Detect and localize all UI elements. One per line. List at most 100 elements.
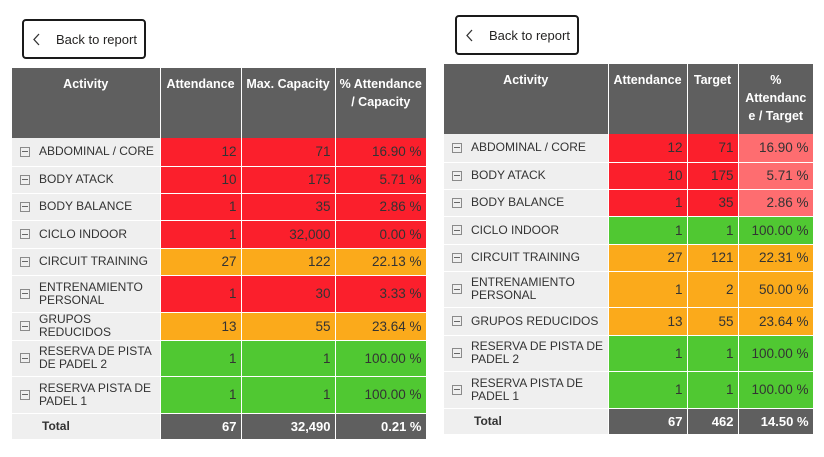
pct-cell: 100.00 % xyxy=(335,340,427,377)
chevron-left-icon xyxy=(24,33,48,46)
table-row[interactable]: BODY BALANCE 1 35 2.86 % xyxy=(444,189,814,217)
activity-label: RESERVA DE PISTA DE PADEL 2 xyxy=(39,344,152,371)
activity-label: RESERVA PISTA DE PADEL 1 xyxy=(39,380,152,408)
capacity-cell: 32,000 xyxy=(241,220,336,249)
attendance-cell: 27 xyxy=(608,244,688,272)
activity-label: ABDOMINAL / CORE xyxy=(471,140,586,155)
column-header-activity[interactable]: Activity xyxy=(444,64,609,134)
activity-label: RESERVA PISTA DE PADEL 1 xyxy=(471,375,584,403)
collapse-icon[interactable] xyxy=(452,252,462,263)
pct-cell: 5.71 % xyxy=(738,162,814,190)
collapse-icon[interactable] xyxy=(452,225,462,235)
target-cell: 121 xyxy=(687,244,739,272)
column-header-activity[interactable]: Activity xyxy=(12,68,161,138)
attendance-cell: 1 xyxy=(160,376,242,414)
table-row[interactable]: GRUPOS REDUCIDOS 13 55 23.64 % xyxy=(12,312,427,341)
activity-cell: ENTRENAMIENTO PERSONAL xyxy=(444,271,609,308)
collapse-icon[interactable] xyxy=(20,389,30,400)
collapse-icon[interactable] xyxy=(20,201,30,212)
table-row[interactable]: RESERVA DE PISTA DE PADEL 2 1 1 100.00 % xyxy=(12,340,427,377)
collapse-icon[interactable] xyxy=(452,284,462,294)
table-row[interactable]: ENTRENAMIENTO PERSONAL 1 30 3.33 % xyxy=(12,275,427,313)
capacity-cell: 122 xyxy=(241,248,336,276)
collapse-icon[interactable] xyxy=(20,174,30,185)
column-header-max-capacity[interactable]: Max. Capacity xyxy=(241,68,336,138)
attendance-cell: 1 xyxy=(608,216,688,245)
attendance-cell: 1 xyxy=(608,271,688,308)
pct-cell: 100.00 % xyxy=(738,216,814,245)
collapse-icon[interactable] xyxy=(452,170,462,181)
attendance-cell: 12 xyxy=(160,138,242,167)
attendance-cell: 27 xyxy=(160,248,242,276)
total-attendance-cell: 67 xyxy=(608,408,688,435)
attendance-cell: 12 xyxy=(608,134,688,163)
total-row: Total 67 32,490 0.21 % xyxy=(12,413,427,440)
activity-cell: GRUPOS REDUCIDOS xyxy=(444,307,609,336)
collapse-icon[interactable] xyxy=(452,316,462,326)
column-header-pct-attendance-capacity[interactable]: % Attendance / Capacity xyxy=(335,68,426,138)
table-row[interactable]: CIRCUIT TRAINING 27 121 22.31 % xyxy=(444,244,814,272)
table-row[interactable]: ENTRENAMIENTO PERSONAL 1 2 50.00 % xyxy=(444,271,814,308)
target-cell: 1 xyxy=(687,335,739,372)
collapse-icon[interactable] xyxy=(20,353,30,363)
collapse-icon[interactable] xyxy=(20,288,30,299)
collapse-icon[interactable] xyxy=(452,197,462,208)
table-row[interactable]: CIRCUIT TRAINING 27 122 22.13 % xyxy=(12,248,427,276)
column-header-pct-attendance-target[interactable]: % Attendanc e / Target xyxy=(738,64,813,134)
target-cell: 71 xyxy=(687,134,739,163)
attendance-cell: 13 xyxy=(608,307,688,336)
activity-label: BODY BALANCE xyxy=(471,195,565,209)
pct-cell: 50.00 % xyxy=(738,271,814,308)
attendance-cell: 13 xyxy=(160,312,242,341)
pct-cell: 3.33 % xyxy=(335,275,427,313)
activity-cell: BODY BALANCE xyxy=(444,189,609,217)
table-row[interactable]: BODY BALANCE 1 35 2.86 % xyxy=(12,193,427,221)
collapse-icon[interactable] xyxy=(20,146,30,157)
activity-label: ENTRENAMIENTO PERSONAL xyxy=(471,275,575,302)
table-row[interactable]: ABDOMINAL / CORE 12 71 16.90 % xyxy=(444,134,814,163)
table-row[interactable]: ABDOMINAL / CORE 12 71 16.90 % xyxy=(12,138,427,167)
pct-cell: 100.00 % xyxy=(738,335,814,372)
pct-cell: 2.86 % xyxy=(738,189,814,217)
table-row[interactable]: BODY ATACK 10 175 5.71 % xyxy=(444,162,814,190)
activity-label: ENTRENAMIENTO PERSONAL xyxy=(39,279,143,307)
collapse-icon[interactable] xyxy=(452,348,462,358)
attendance-cell: 1 xyxy=(160,193,242,221)
back-to-report-label: Back to report xyxy=(489,27,570,43)
attendance-cell: 1 xyxy=(160,275,242,313)
table-row[interactable]: BODY ATACK 10 175 5.71 % xyxy=(12,166,427,194)
column-header-target[interactable]: Target xyxy=(687,64,739,134)
activity-cell: BODY BALANCE xyxy=(12,193,161,221)
activity-label: BODY ATACK xyxy=(39,172,114,186)
activity-cell: RESERVA PISTA DE PADEL 1 xyxy=(444,371,609,409)
back-to-report-button-left[interactable]: Back to report xyxy=(22,19,146,59)
capacity-cell: 30 xyxy=(241,275,336,313)
table-row[interactable]: CICLO INDOOR 1 32,000 0.00 % xyxy=(12,220,427,249)
collapse-icon[interactable] xyxy=(452,384,462,395)
collapse-icon[interactable] xyxy=(20,229,30,239)
target-cell: 1 xyxy=(687,371,739,409)
table-row[interactable]: RESERVA PISTA DE PADEL 1 1 1 100.00 % xyxy=(444,371,814,409)
column-header-attendance[interactable]: Attendance xyxy=(608,64,688,134)
activity-cell: GRUPOS REDUCIDOS xyxy=(12,312,161,341)
attendance-cell: 10 xyxy=(160,166,242,194)
table-row[interactable]: GRUPOS REDUCIDOS 13 55 23.64 % xyxy=(444,307,814,336)
table-row[interactable]: CICLO INDOOR 1 1 100.00 % xyxy=(444,216,814,245)
activity-label: CIRCUIT TRAINING xyxy=(471,250,580,264)
table-row[interactable]: RESERVA DE PISTA DE PADEL 2 1 1 100.00 % xyxy=(444,335,814,372)
target-cell: 175 xyxy=(687,162,739,190)
attendance-target-table: Activity Attendance Target % Attendanc e… xyxy=(444,64,814,435)
attendance-cell: 1 xyxy=(608,189,688,217)
column-header-attendance[interactable]: Attendance xyxy=(160,68,242,138)
total-label: Total xyxy=(444,408,609,435)
total-pct-cell: 0.21 % xyxy=(335,413,427,440)
collapse-icon[interactable] xyxy=(452,142,462,153)
activity-label: CICLO INDOOR xyxy=(471,222,560,237)
collapse-icon[interactable] xyxy=(20,321,30,331)
back-to-report-button-right[interactable]: Back to report xyxy=(455,15,579,55)
attendance-capacity-table: Activity Attendance Max. Capacity % Atte… xyxy=(12,68,427,440)
collapse-icon[interactable] xyxy=(20,256,30,267)
pct-cell: 16.90 % xyxy=(738,134,814,163)
table-row[interactable]: RESERVA PISTA DE PADEL 1 1 1 100.00 % xyxy=(12,376,427,414)
activity-label: BODY ATACK xyxy=(471,168,546,182)
